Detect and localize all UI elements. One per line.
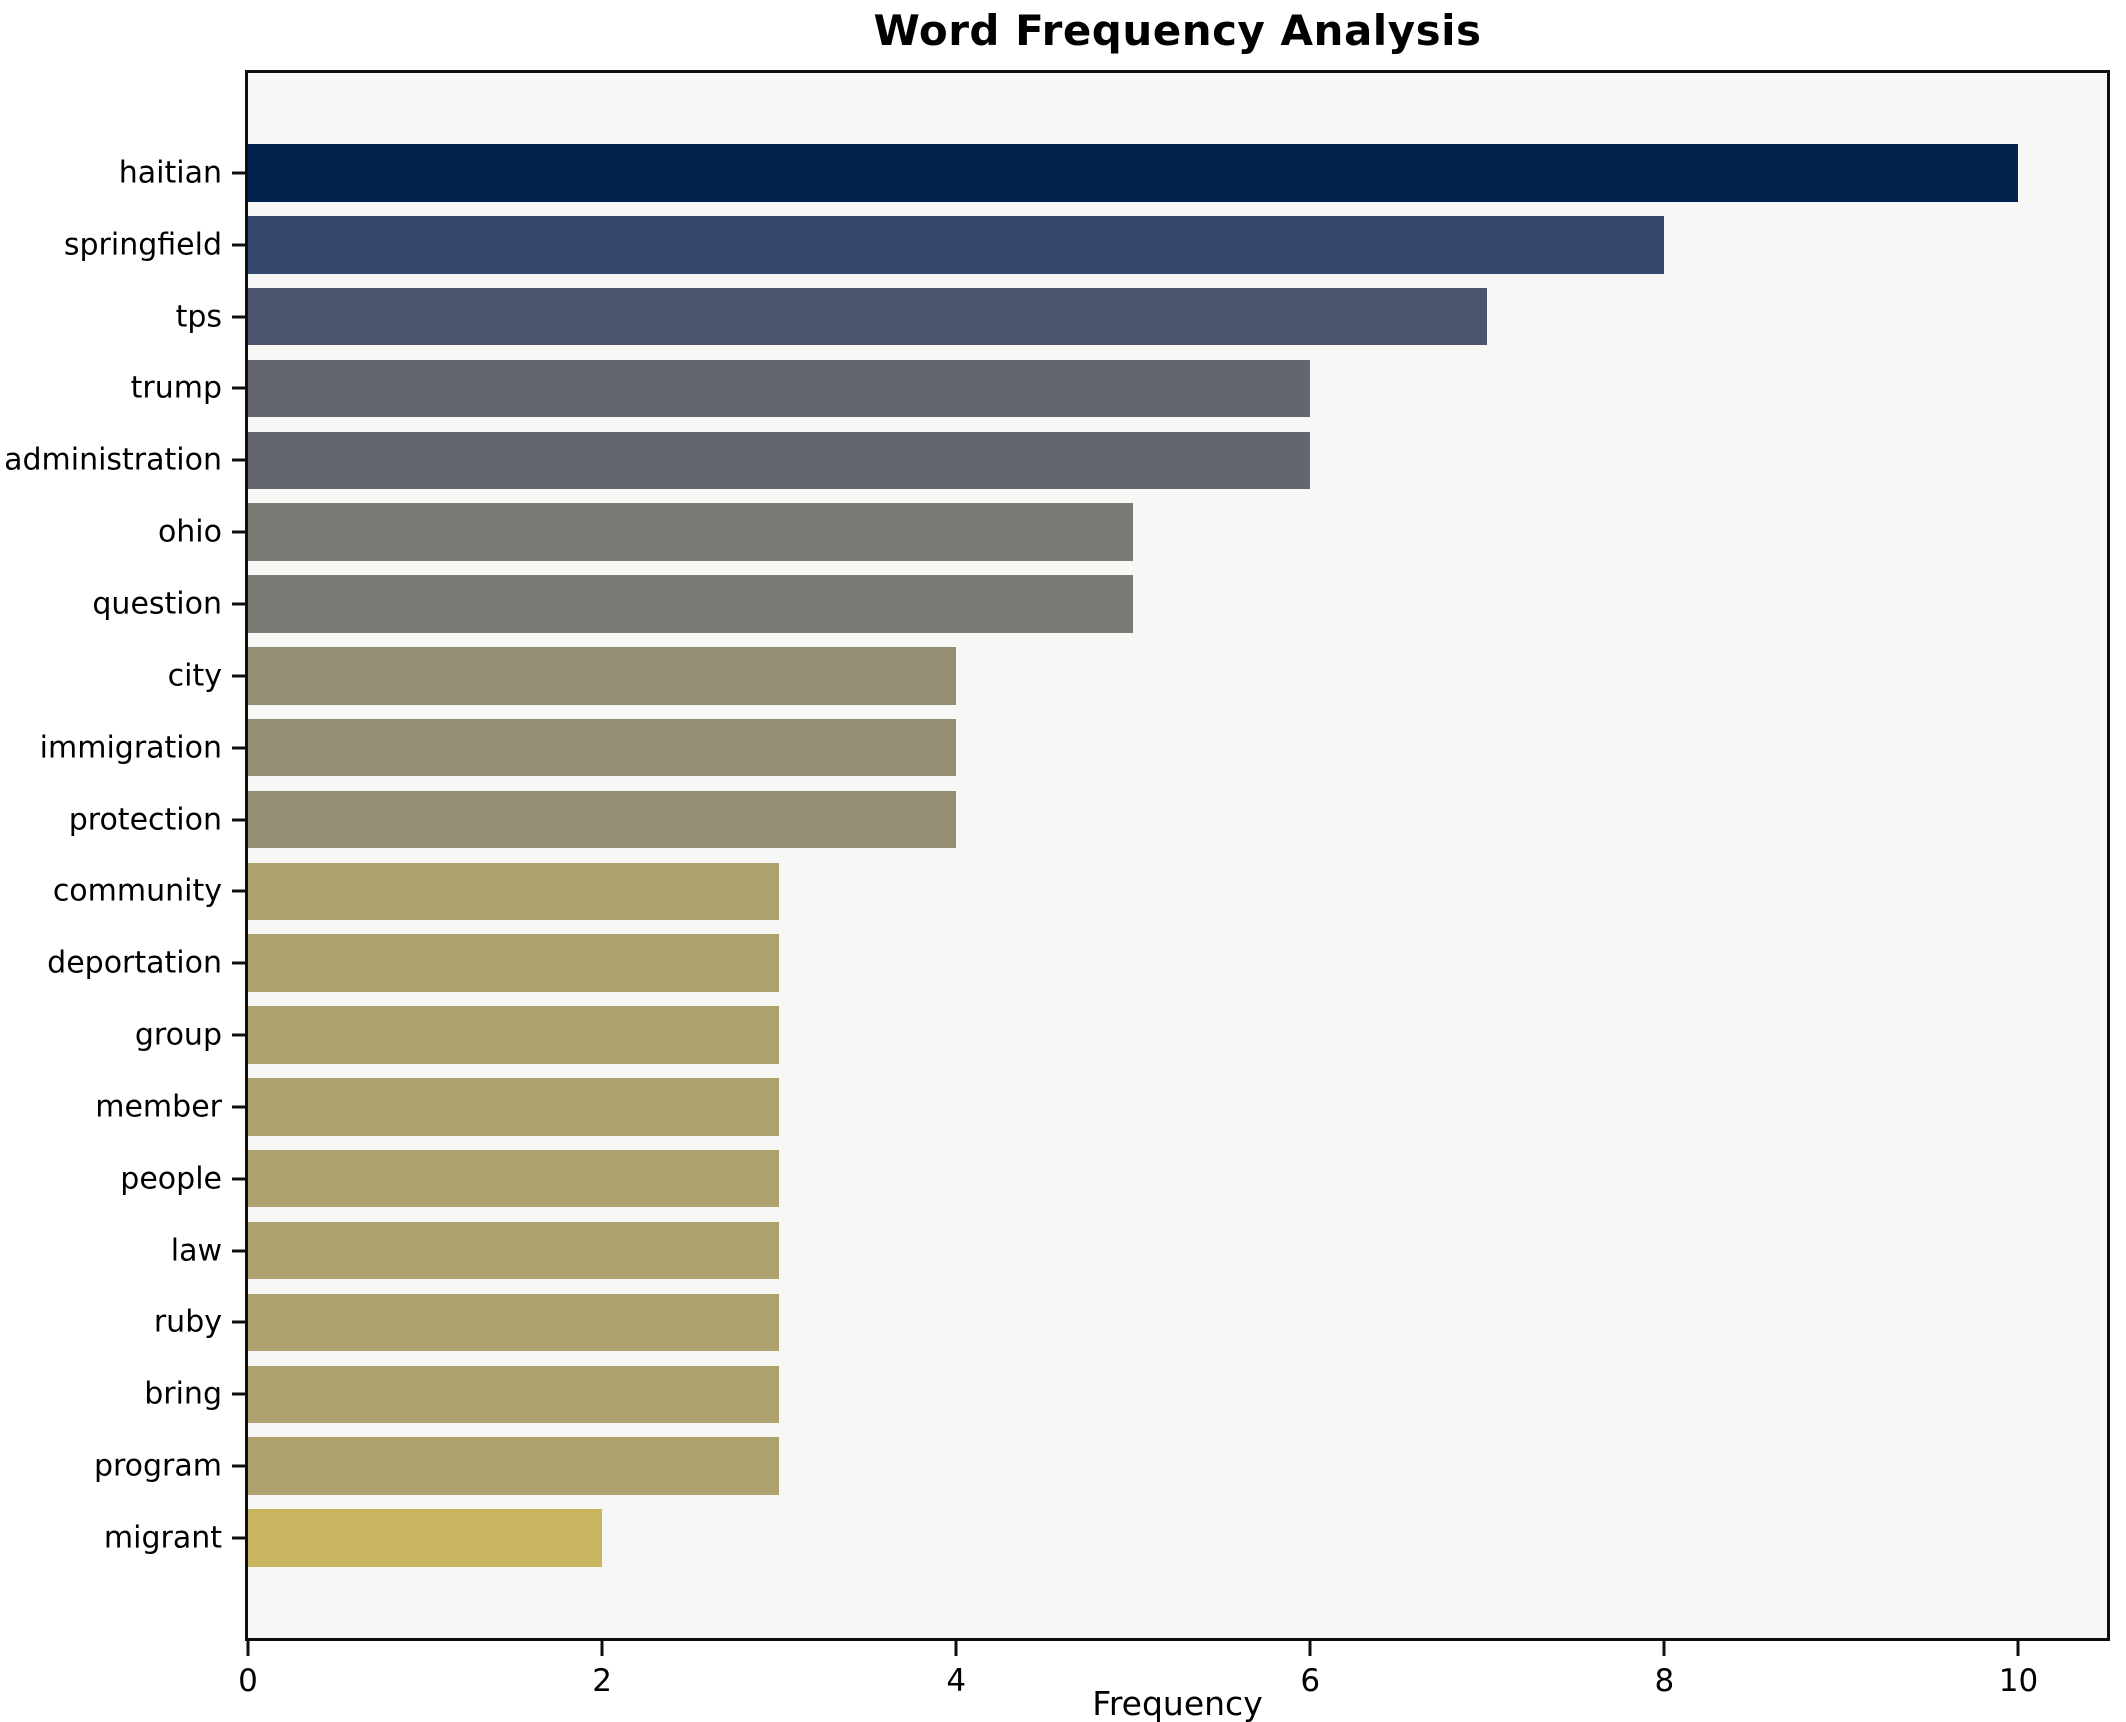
y-axis-tick (232, 1392, 245, 1396)
bar-row: community (53, 855, 2107, 927)
bar-row: program (94, 1430, 2107, 1502)
y-axis-tick (232, 171, 245, 175)
bar (248, 575, 1134, 633)
y-axis-tick (232, 602, 245, 606)
bar-row: law (171, 1215, 2107, 1287)
plot-area: haitian springfield tps trump administration… (4, 70, 2110, 1641)
y-axis-tick (232, 818, 245, 822)
bar (248, 1150, 780, 1208)
bar-row: protection (69, 784, 2107, 856)
x-axis-tick (2016, 1641, 2020, 1656)
y-tick-label: people (120, 1161, 222, 1197)
y-tick-label: ruby (153, 1304, 222, 1340)
bar (248, 359, 1311, 418)
y-tick-label: springfield (63, 227, 222, 263)
x-axis-label: Frequency (1092, 1684, 1263, 1722)
bar-row: springfield (64, 209, 2107, 281)
x-tick-label: 8 (1654, 1663, 1675, 1699)
bar-row: member (95, 1071, 2107, 1143)
y-tick-label: protection (68, 802, 222, 838)
y-tick-label: haitian (118, 155, 222, 191)
bar-row: ohio (158, 496, 2107, 568)
bar (248, 431, 1311, 490)
bar (248, 1078, 780, 1136)
bar-row: trump (131, 353, 2107, 425)
y-axis-tick (232, 1105, 245, 1109)
y-axis-tick (232, 530, 245, 534)
bar-row: immigration (40, 712, 2107, 784)
y-axis-tick (232, 1320, 245, 1324)
bar-row: group (135, 999, 2107, 1071)
y-axis-tick (232, 961, 245, 965)
x-tick-label: 2 (592, 1663, 612, 1699)
bar (248, 216, 1665, 274)
y-tick-label: group (134, 1017, 222, 1053)
bar-row: question (92, 568, 2107, 640)
bar-row: deportation (47, 927, 2107, 999)
bar-row: migrant (104, 1502, 2107, 1574)
bar (248, 287, 1488, 346)
bar (248, 503, 1134, 561)
bar (248, 934, 780, 992)
bar-row: city (168, 640, 2107, 712)
y-axis-tick (232, 1536, 245, 1540)
y-axis-tick (232, 1464, 245, 1468)
y-tick-label: migrant (103, 1520, 222, 1556)
y-tick-label: deportation (47, 945, 222, 981)
bar (248, 1365, 780, 1423)
x-axis-tick (246, 1641, 250, 1656)
y-tick-label: immigration (39, 730, 222, 766)
bar (248, 718, 957, 777)
bar-row: ruby (154, 1287, 2107, 1359)
x-tick-label: 4 (946, 1663, 967, 1699)
bar-row: haitian (119, 137, 2107, 209)
x-axis-tick (954, 1641, 958, 1656)
y-tick-label: question (92, 586, 222, 622)
y-axis-tick (232, 315, 245, 319)
bar (248, 862, 780, 921)
y-tick-label: city (167, 658, 222, 694)
y-tick-label: bring (144, 1376, 222, 1412)
bar (248, 1293, 780, 1352)
y-axis-tick (232, 674, 245, 678)
y-tick-label: tps (175, 299, 222, 335)
y-tick-label: community (52, 873, 222, 909)
bar-row: bring (144, 1358, 2107, 1430)
bar (248, 144, 2019, 202)
y-tick-label: law (170, 1233, 222, 1269)
x-tick-label: 0 (238, 1663, 258, 1699)
bar (248, 647, 957, 705)
bar (248, 790, 957, 849)
y-axis-tick (232, 386, 245, 390)
y-tick-label: administration (4, 442, 222, 478)
y-axis-tick (232, 1033, 245, 1037)
y-axis-tick (232, 1249, 245, 1253)
y-tick-label: trump (130, 370, 222, 406)
y-tick-label: member (95, 1089, 222, 1125)
x-tick-label: 10 (1998, 1663, 2039, 1699)
x-axis: 0 2 4 6 8 10 (238, 1641, 2107, 1701)
y-axis-tick (232, 1177, 245, 1181)
bar-row: administration (4, 424, 2107, 496)
y-axis-tick (232, 746, 245, 750)
bar (248, 1221, 780, 1280)
y-axis-tick (232, 889, 245, 893)
bar-row: people (120, 1143, 2107, 1215)
x-axis-tick (1308, 1641, 1312, 1656)
x-axis-tick (600, 1641, 604, 1656)
y-axis-tick (232, 243, 245, 247)
chart-title: Word Frequency Analysis (873, 6, 1482, 55)
y-axis-tick (232, 458, 245, 462)
bars-container: haitian springfield tps trump administration… (4, 73, 2107, 1638)
bar (248, 1006, 780, 1064)
y-tick-label: ohio (157, 514, 222, 550)
bar (248, 1509, 603, 1567)
y-tick-label: program (93, 1448, 222, 1484)
x-axis-tick (1662, 1641, 1666, 1656)
bar-row: tps (176, 281, 2107, 353)
bar (248, 1437, 780, 1495)
x-tick-label: 6 (1300, 1663, 1321, 1699)
